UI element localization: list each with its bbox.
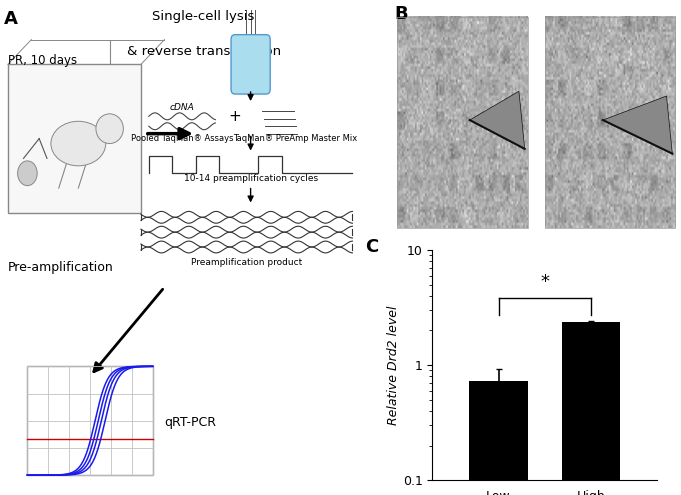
Text: Pre-amplification: Pre-amplification	[8, 261, 114, 274]
Bar	[8, 64, 141, 213]
Ellipse shape	[96, 114, 123, 144]
Text: Single-cell lysis: Single-cell lysis	[153, 10, 255, 23]
Text: A: A	[4, 10, 18, 28]
Text: B: B	[394, 5, 408, 23]
Bar	[562, 322, 620, 495]
Text: & reverse transcription: & reverse transcription	[127, 45, 281, 57]
Y-axis label: Relative Drd2 level: Relative Drd2 level	[387, 305, 400, 425]
Text: qRT-PCR: qRT-PCR	[165, 416, 217, 429]
Text: 10-14 preamplification cycles: 10-14 preamplification cycles	[184, 174, 317, 183]
Text: Preamplification product: Preamplification product	[191, 258, 302, 267]
Bar	[27, 366, 153, 475]
Bar	[545, 17, 675, 228]
Bar	[469, 382, 528, 495]
Text: *: *	[540, 273, 550, 292]
Text: +: +	[229, 109, 241, 124]
Text: Pooled TaqMan® Assays: Pooled TaqMan® Assays	[131, 134, 234, 143]
Polygon shape	[470, 91, 524, 149]
Circle shape	[18, 161, 37, 186]
Ellipse shape	[51, 121, 106, 166]
Polygon shape	[603, 96, 672, 153]
Bar	[397, 17, 528, 228]
Text: PR, 10 days: PR, 10 days	[8, 54, 77, 67]
Text: C: C	[365, 239, 378, 256]
Text: TaqMan® PreAmp Master Mix: TaqMan® PreAmp Master Mix	[234, 134, 358, 143]
FancyBboxPatch shape	[231, 35, 270, 94]
Text: cDNA: cDNA	[170, 103, 195, 112]
